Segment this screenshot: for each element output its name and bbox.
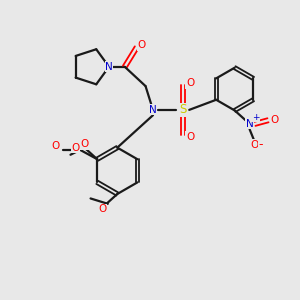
Text: O: O: [71, 143, 80, 153]
Text: O: O: [52, 141, 60, 151]
Text: O: O: [186, 78, 194, 88]
Text: O: O: [98, 204, 106, 214]
Text: O: O: [138, 40, 146, 50]
Text: N: N: [105, 62, 113, 72]
Text: N: N: [149, 105, 157, 115]
Text: -: -: [258, 138, 263, 151]
Text: O: O: [270, 115, 279, 125]
Text: O: O: [81, 140, 89, 149]
Text: N: N: [246, 119, 254, 129]
Text: O: O: [186, 132, 194, 142]
Text: O: O: [250, 140, 258, 150]
Text: +: +: [252, 113, 259, 122]
Text: S: S: [179, 103, 186, 116]
